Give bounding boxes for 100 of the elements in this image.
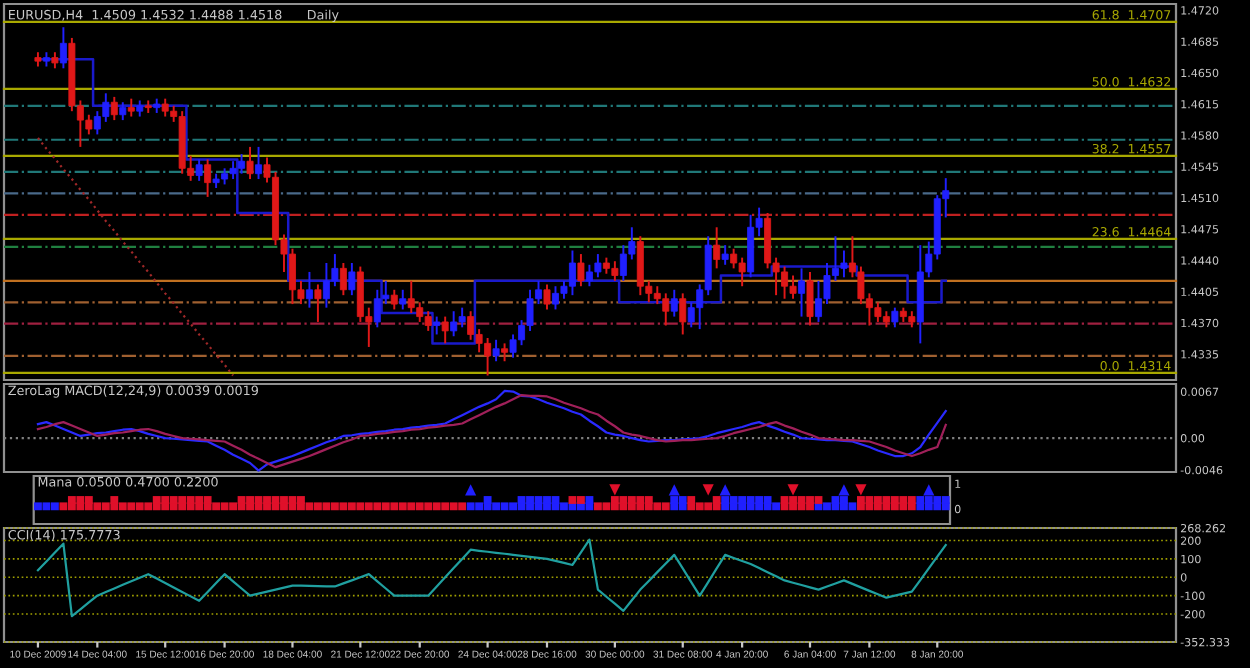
point <box>763 496 772 504</box>
point <box>721 496 730 504</box>
candlestick <box>798 267 805 318</box>
point <box>797 496 806 504</box>
candlestick <box>568 249 576 297</box>
point <box>195 496 204 504</box>
candlestick <box>246 145 254 181</box>
point <box>500 502 509 511</box>
point <box>670 496 679 504</box>
candlestick <box>339 262 347 297</box>
candlestick <box>806 270 814 327</box>
candlestick <box>789 274 797 300</box>
point <box>203 496 212 504</box>
candlestick <box>874 301 882 323</box>
candlestick <box>441 315 449 345</box>
point <box>789 496 797 504</box>
point <box>678 496 687 504</box>
candlestick <box>373 288 381 329</box>
point <box>899 496 908 504</box>
point <box>787 484 799 496</box>
point <box>76 496 85 504</box>
point <box>297 496 305 504</box>
point <box>848 502 857 511</box>
point <box>687 496 696 504</box>
point <box>280 496 288 504</box>
point <box>873 496 882 504</box>
candlestick <box>255 145 262 181</box>
candlestick <box>85 113 93 136</box>
point <box>856 496 865 504</box>
candlestick <box>670 288 678 318</box>
point <box>916 496 925 504</box>
point <box>933 496 942 504</box>
point <box>585 496 594 504</box>
candlestick <box>424 310 432 332</box>
point <box>169 496 178 504</box>
candlestick <box>730 247 738 270</box>
point <box>568 496 577 504</box>
point <box>577 496 585 504</box>
point <box>152 496 161 504</box>
point <box>534 496 543 504</box>
candlestick <box>305 270 313 309</box>
candlestick <box>764 212 772 270</box>
point <box>67 496 76 504</box>
point <box>941 496 950 504</box>
point <box>865 496 874 504</box>
candlestick <box>738 256 746 288</box>
candlestick <box>543 283 551 311</box>
point <box>466 502 475 511</box>
point <box>610 496 619 504</box>
point <box>780 496 789 504</box>
point <box>855 484 867 496</box>
candlestick <box>416 301 424 323</box>
point <box>492 502 501 511</box>
point <box>738 496 747 504</box>
point <box>543 496 551 504</box>
point <box>712 496 721 504</box>
candlestick <box>390 288 398 311</box>
point <box>110 496 119 504</box>
candlestick <box>110 95 118 122</box>
candlestick <box>509 333 517 359</box>
point <box>636 496 645 504</box>
point <box>806 496 814 504</box>
point <box>702 484 714 496</box>
point <box>517 496 526 504</box>
point <box>755 496 764 504</box>
point <box>560 502 568 511</box>
point <box>772 502 780 511</box>
point <box>186 496 195 504</box>
point <box>237 496 246 504</box>
point <box>50 502 59 511</box>
point <box>526 496 534 504</box>
point <box>746 496 755 504</box>
candlestick <box>467 310 475 341</box>
point <box>42 502 51 511</box>
point <box>161 496 170 504</box>
candlestick <box>594 253 602 279</box>
point <box>840 496 848 504</box>
point <box>823 502 831 511</box>
candlestick <box>399 288 407 311</box>
candlestick <box>721 244 729 266</box>
candlestick <box>840 249 848 279</box>
candlestick <box>662 292 670 327</box>
candlestick <box>679 292 687 336</box>
point <box>619 496 628 504</box>
point <box>271 496 280 504</box>
candlestick <box>204 158 212 198</box>
point <box>627 496 636 504</box>
point <box>609 484 621 496</box>
point <box>882 496 891 504</box>
point <box>551 496 560 504</box>
candlestick <box>713 226 721 270</box>
candlestick <box>195 158 203 182</box>
candlestick <box>492 338 500 363</box>
point <box>483 496 492 504</box>
candlestick <box>59 26 67 70</box>
candlestick <box>611 260 619 282</box>
candlestick <box>458 306 466 329</box>
point <box>34 502 42 511</box>
point <box>924 496 933 504</box>
candlestick <box>102 92 110 123</box>
